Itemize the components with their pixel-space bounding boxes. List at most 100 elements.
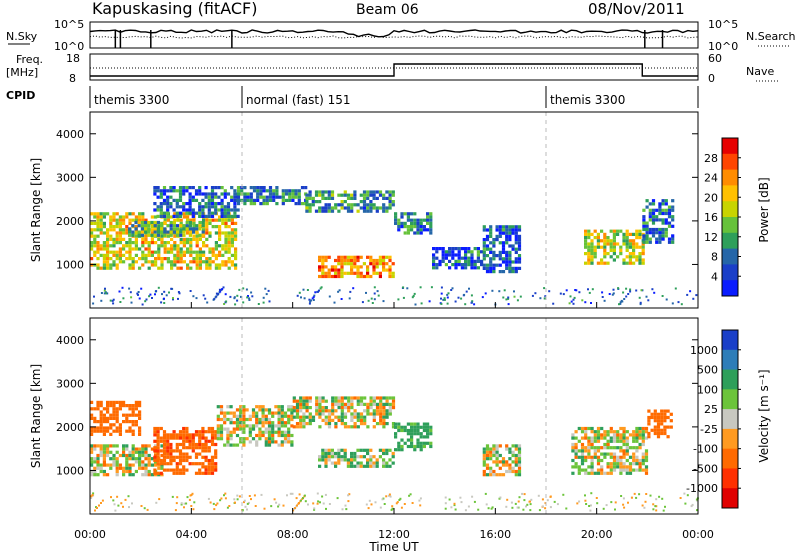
heatmap-cell <box>324 493 327 496</box>
heatmap-cell <box>589 509 592 512</box>
heatmap-cell <box>242 408 246 412</box>
colorbar-swatch <box>722 330 738 351</box>
heatmap-cell <box>202 250 206 254</box>
heatmap-cell <box>501 241 506 245</box>
heatmap-cell <box>696 509 698 512</box>
heatmap-cell <box>385 396 389 400</box>
heatmap-cell <box>122 453 126 458</box>
heatmap-cell <box>584 458 588 463</box>
heatmap-cell <box>159 436 163 440</box>
heatmap-cell <box>172 468 176 472</box>
heatmap-cell <box>397 228 401 232</box>
heatmap-cell <box>252 189 257 193</box>
heatmap-cell <box>302 425 306 429</box>
heatmap-cell <box>302 422 306 426</box>
heatmap-cell <box>451 253 455 257</box>
nsky-spikes <box>114 30 664 48</box>
heatmap-cell <box>419 497 422 500</box>
heatmap-cell <box>155 290 158 293</box>
heatmap-cell <box>304 186 308 190</box>
heatmap-cell <box>340 262 344 266</box>
heatmap-cell <box>267 424 272 428</box>
heatmap-cell <box>283 440 288 444</box>
heatmap-cell <box>131 450 135 454</box>
heatmap-cell <box>166 442 170 447</box>
heatmap-cell <box>308 406 312 410</box>
heatmap-cell <box>153 202 157 206</box>
cpid-segment-label: themis 3300 <box>94 93 169 107</box>
heatmap-cell <box>189 237 193 241</box>
heatmap-cell <box>660 419 664 423</box>
heatmap-cell <box>258 427 262 431</box>
heatmap-cell <box>118 426 122 430</box>
heatmap-cell <box>224 293 227 296</box>
heatmap-cell <box>195 241 199 245</box>
heatmap-cell <box>102 244 106 248</box>
heatmap-cell <box>653 409 657 413</box>
heatmap-cell <box>318 409 322 413</box>
heatmap-cell <box>651 288 654 291</box>
heatmap-cell <box>283 414 288 418</box>
heatmap-cell <box>485 447 490 451</box>
heatmap-cell <box>302 396 306 400</box>
heatmap-cell <box>587 245 591 249</box>
heatmap-cell <box>410 228 414 232</box>
heatmap-cell <box>194 462 199 466</box>
heatmap-cell <box>150 457 154 461</box>
heatmap-cell <box>388 190 392 194</box>
heatmap-cell <box>188 439 192 443</box>
heatmap-cell <box>517 450 522 454</box>
heatmap-cell <box>444 496 447 499</box>
heatmap-cell <box>628 446 633 450</box>
heatmap-cell <box>207 462 211 466</box>
heatmap-cell <box>648 208 652 212</box>
heatmap-cell <box>596 433 601 437</box>
heatmap-cell <box>628 258 632 262</box>
heatmap-cell <box>93 221 97 225</box>
heatmap-cell <box>182 452 186 456</box>
heatmap-cell <box>686 494 689 497</box>
heatmap-cell <box>109 221 113 225</box>
heatmap-cell <box>324 203 328 207</box>
heatmap-cell <box>422 225 426 229</box>
heatmap-cell <box>590 242 594 246</box>
heatmap-cell <box>169 186 173 190</box>
heatmap-cell <box>131 218 135 222</box>
heatmap-cell <box>382 300 385 303</box>
heatmap-cell <box>517 247 522 251</box>
heatmap-cell <box>256 189 260 193</box>
heatmap-cell <box>664 234 668 238</box>
heatmap-cell <box>218 237 222 241</box>
heatmap-cell <box>642 215 646 219</box>
heatmap-cell <box>112 400 116 404</box>
heatmap-cell <box>162 186 167 190</box>
heatmap-cell <box>400 225 404 229</box>
heatmap-cell <box>229 421 233 425</box>
heatmap-cell <box>324 271 328 275</box>
heatmap-cell <box>287 421 291 425</box>
heatmap-cell <box>264 430 268 434</box>
heatmap-cell <box>294 507 297 509</box>
heatmap-cell <box>658 205 662 209</box>
heatmap-cell <box>628 255 632 259</box>
heatmap-cell <box>112 260 116 264</box>
heatmap-cell <box>292 415 296 419</box>
heatmap-cell <box>644 468 649 472</box>
heatmap-cell <box>359 464 363 468</box>
heatmap-cell <box>593 245 597 249</box>
heatmap-cell <box>514 260 518 264</box>
heatmap-cell <box>658 227 662 232</box>
heatmap-cell <box>214 455 218 459</box>
heatmap-cell <box>175 468 179 472</box>
heatmap-cell <box>410 422 414 426</box>
heatmap-cell <box>243 186 247 190</box>
heatmap-cell <box>125 429 129 433</box>
heatmap-cell <box>622 439 626 443</box>
heatmap-cell <box>280 421 284 425</box>
y-tick-label: 2000 <box>56 215 84 228</box>
heatmap-cell <box>430 286 433 289</box>
heatmap-cell <box>160 466 164 470</box>
heatmap-cell <box>179 253 183 257</box>
heatmap-cell <box>350 455 354 459</box>
heatmap-cell <box>498 231 502 235</box>
